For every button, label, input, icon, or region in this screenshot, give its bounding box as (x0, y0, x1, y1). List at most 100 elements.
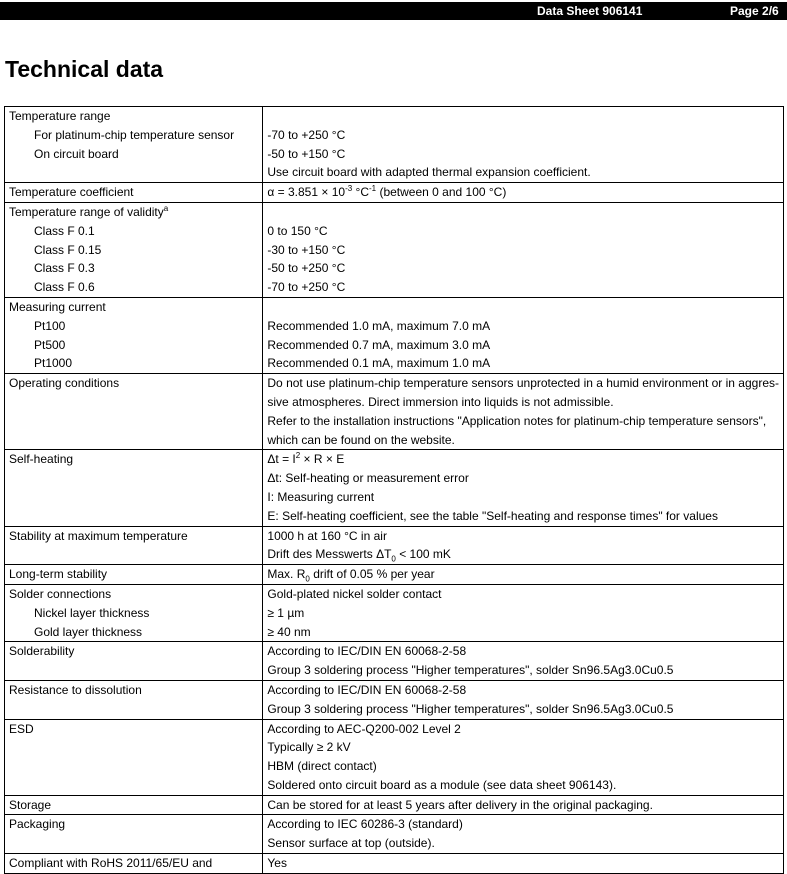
sub-label (9, 393, 258, 412)
sub-label: Class F 0.15 (9, 241, 258, 260)
value-line: Recommended 0.7 mA, maximum 3.0 mA (267, 336, 779, 355)
text: Use circuit board with adapted thermal e… (267, 165, 591, 180)
table-row: Long-term stability Max. R0 drift of 0.05… (3, 564, 784, 585)
sub-label (9, 431, 258, 450)
text: Do not use platinum-chip temperature sen… (267, 376, 779, 391)
label-cell: Compliant with RoHS 2011/65/EU and (3, 853, 264, 874)
text: Refer to the installation instructions "… (267, 413, 767, 428)
text: × R × E (300, 452, 345, 467)
row-label: Temperature coefficient (9, 183, 258, 202)
row-label: Self-heating (9, 450, 258, 469)
value-cell: 1000 h at 160 °C in air Drift des Messwer… (262, 525, 784, 566)
text: -70 to +250 °C (267, 127, 346, 142)
technical-data-table: Temperature range For platinum-chip tempe… (3, 105, 784, 874)
sub-label: Pt100 (9, 317, 258, 336)
document-id: Data Sheet 906141 (537, 4, 643, 18)
table-row: Stability at maximum temperature 1000 h a… (3, 525, 784, 566)
row-label: Storage (9, 796, 258, 815)
value-cell: According to IEC 60286-3 (standard) Senso… (262, 814, 784, 855)
table-row: Temperature range of validitya Class F 0.… (3, 201, 784, 298)
value-cell: Recommended 1.0 mA, maximum 7.0 mA Recomm… (262, 296, 784, 375)
value-line: According to IEC/DIN EN 60068-2-58 (267, 642, 779, 661)
text: Group 3 soldering process "Higher temper… (267, 701, 674, 716)
text: Recommended 0.1 mA, maximum 1.0 mA (267, 356, 491, 371)
row-label: Temperature range of validitya (9, 203, 258, 222)
value-cell: Can be stored for at least 5 years after… (262, 794, 784, 816)
text: Gold-plated nickel solder contact (267, 586, 442, 601)
sub-label: On circuit board (9, 145, 258, 164)
text: Yes (267, 856, 287, 871)
sub-label: Gold layer thickness (9, 623, 258, 642)
sub-label: Class F 0.3 (9, 259, 258, 278)
value-line: Group 3 soldering process "Higher temper… (267, 661, 779, 680)
text: α = 3.851 × 10 (267, 185, 346, 200)
row-label: Solderability (9, 642, 258, 661)
text: ≥ 1 µm (267, 605, 305, 620)
text: -50 to +250 °C (267, 261, 346, 276)
value-line: Can be stored for at least 5 years after… (267, 796, 779, 815)
text: (between 0 and 100 °C) (376, 185, 507, 200)
text: Sensor surface at top (outside). (267, 836, 435, 851)
value-line (267, 203, 779, 222)
text: Pt1000 (34, 356, 73, 371)
superscript: 2 (295, 451, 301, 461)
text: Δt = I (267, 452, 296, 467)
text: I: Measuring current (267, 489, 375, 504)
text: Can be stored for at least 5 years after… (267, 797, 653, 812)
value-line (267, 107, 779, 126)
text: Resistance to dissolution (9, 682, 142, 697)
sub-label (9, 661, 258, 680)
value-line: -50 to +250 °C (267, 259, 779, 278)
text: Recommended 0.7 mA, maximum 3.0 mA (267, 337, 491, 352)
text: Temperature range of validity (9, 204, 164, 219)
text: Solder connections (9, 586, 112, 601)
value-line: According to IEC 60286-3 (standard) (267, 815, 779, 834)
superscript: a (163, 203, 169, 213)
text: sive atmospheres. Direct immersion into … (267, 394, 614, 409)
text: Δt: Self-heating or measurement error (267, 471, 469, 486)
text: On circuit board (34, 146, 119, 161)
sub-label: Pt1000 (9, 354, 258, 373)
text: Max. R (267, 567, 306, 582)
table-row: Measuring current Pt100 Pt500 Pt1000 Recomme… (3, 296, 784, 375)
label-cell: Temperature range For platinum-chip tempe… (3, 105, 264, 184)
text: Compliant with RoHS 2011/65/EU and (9, 856, 213, 871)
value-line: ≥ 40 nm (267, 623, 779, 642)
text: which can be found on the website. (267, 432, 455, 447)
text: According to IEC/DIN EN 60068-2-58 (267, 644, 467, 659)
page-number: Page 2/6 (730, 4, 779, 18)
value-line: which can be found on the website. (267, 431, 779, 450)
text: Typically ≥ 2 kV (267, 740, 351, 755)
label-cell: Solder connections Nickel layer thickness… (3, 583, 264, 643)
text: ≥ 40 nm (267, 624, 311, 639)
value-line: Recommended 0.1 mA, maximum 1.0 mA (267, 354, 779, 373)
value-line: ≥ 1 µm (267, 604, 779, 623)
text: ESD (9, 721, 34, 736)
value-line: I: Measuring current (267, 488, 779, 507)
row-label: Temperature range (9, 107, 258, 126)
label-cell: Resistance to dissolution (3, 679, 264, 720)
value-cell: 0 to 150 °C -30 to +150 °C -50 to +250 °C -… (262, 201, 784, 298)
text: Class F 0.1 (34, 223, 95, 238)
value-cell: -70 to +250 °C -50 to +150 °C Use circuit … (262, 105, 784, 184)
value-line: Typically ≥ 2 kV (267, 738, 779, 757)
table-row: Temperature range For platinum-chip tempe… (3, 105, 784, 184)
text: Temperature coefficient (9, 185, 134, 200)
text: Storage (9, 797, 52, 812)
text: 1000 h at 160 °C in air (267, 528, 387, 543)
sub-label: For platinum-chip temperature sensor (9, 126, 258, 145)
text: Long-term stability (9, 567, 108, 582)
label-cell: Temperature coefficient (3, 182, 264, 203)
text: Group 3 soldering process "Higher temper… (267, 663, 674, 678)
sub-label: Pt500 (9, 336, 258, 355)
sub-label (9, 412, 258, 431)
table-row: Resistance to dissolution According to IE… (3, 679, 784, 720)
sub-label (9, 507, 258, 526)
label-cell: ESD (3, 718, 264, 796)
text: Class F 0.3 (34, 261, 95, 276)
text: Drift des Messwerts ΔT (267, 547, 392, 562)
text: Nickel layer thickness (34, 605, 150, 620)
table-row: Packaging According to IEC 60286-3 (stand… (3, 814, 784, 855)
text: Pt100 (34, 318, 66, 333)
